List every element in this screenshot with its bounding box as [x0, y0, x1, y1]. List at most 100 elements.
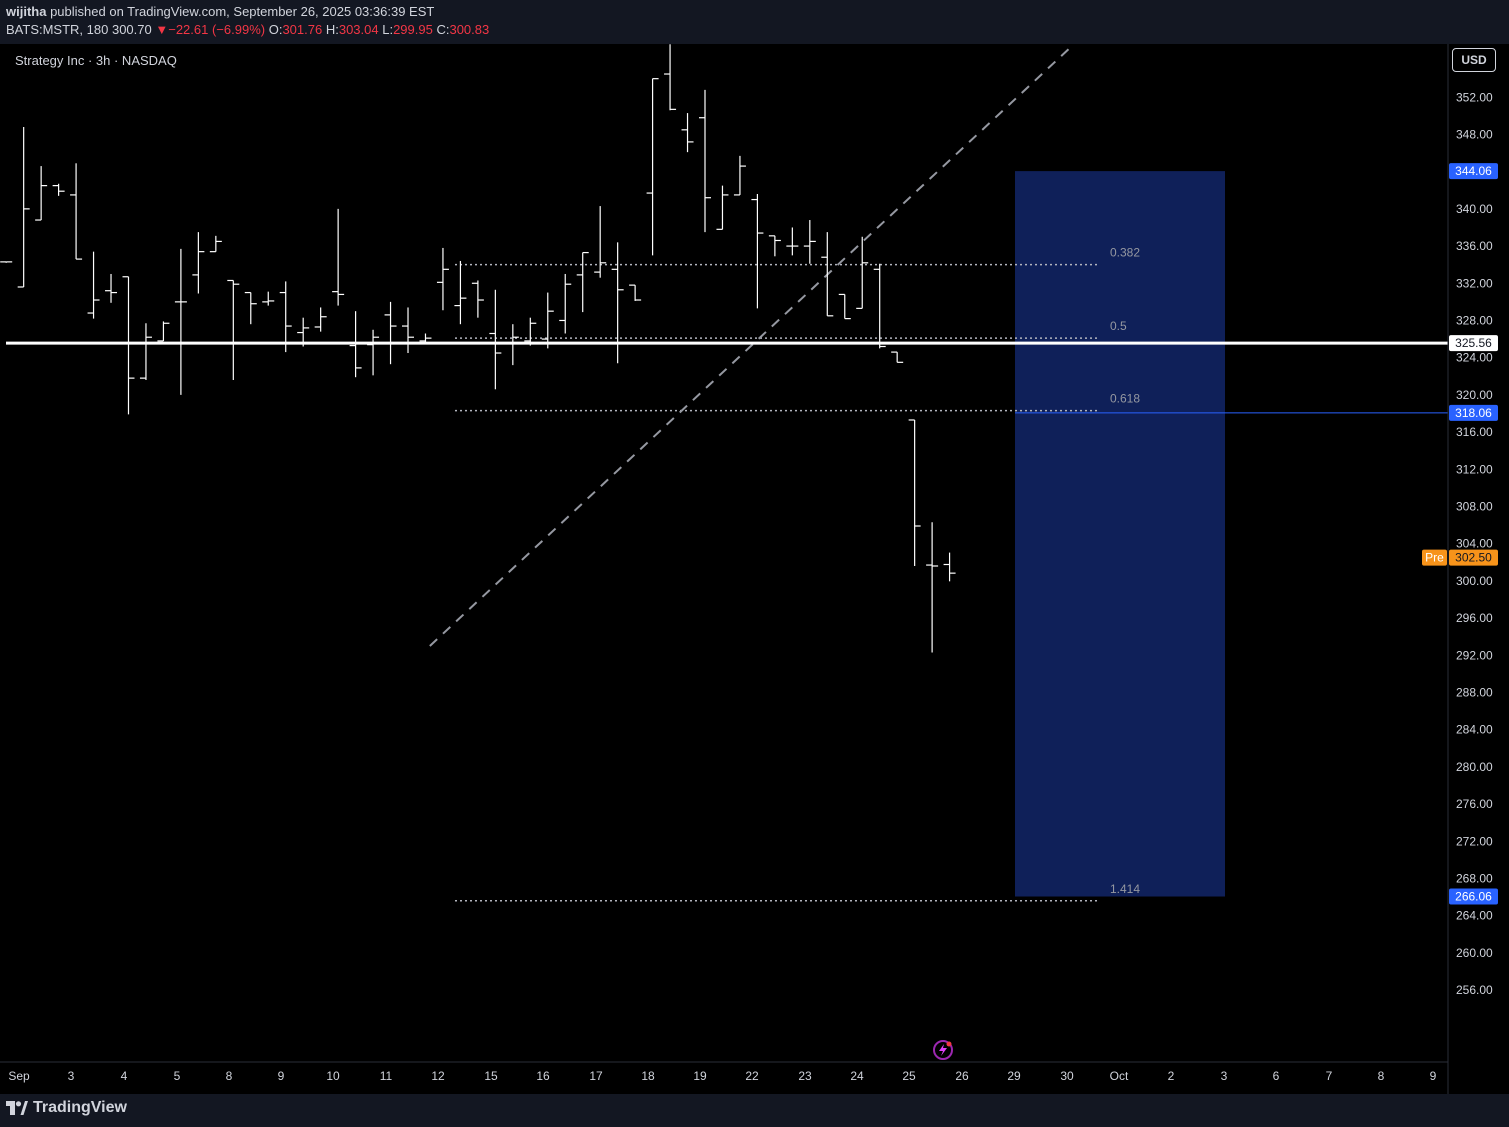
ohlc-bar[interactable]	[52, 183, 65, 196]
y-axis-tick-label: 288.00	[1456, 685, 1493, 699]
ohlc-bar[interactable]	[489, 289, 502, 390]
ohlc-bar[interactable]	[943, 552, 956, 582]
y-axis-tick-label: 348.00	[1456, 127, 1493, 141]
ohlc-bar[interactable]	[908, 419, 921, 566]
symbol-label: BATS:MSTR, 180	[6, 22, 109, 37]
ohlc-bar[interactable]	[856, 236, 869, 309]
ohlc-bar[interactable]	[192, 232, 205, 294]
currency-button[interactable]: USD	[1452, 48, 1496, 72]
ohlc-bar[interactable]	[332, 208, 345, 306]
y-axis-tick-label: 264.00	[1456, 909, 1493, 923]
ohlc-bar[interactable]	[786, 227, 799, 256]
ohlc-bar[interactable]	[454, 260, 467, 325]
box-bottom-price-label-bg	[1449, 888, 1498, 905]
last-price: 300.70	[111, 22, 152, 37]
ohlc-bar[interactable]	[209, 235, 222, 253]
ohlc-bar[interactable]	[227, 279, 240, 380]
ohlc-bar[interactable]	[646, 78, 659, 256]
x-axis-tick-label: 7	[1326, 1069, 1333, 1083]
y-axis-tick-label: 328.00	[1456, 313, 1493, 327]
ohlc-bar[interactable]	[559, 273, 572, 334]
ohlc-bar[interactable]	[471, 280, 484, 318]
ohlc-bar[interactable]	[436, 247, 449, 311]
x-axis-tick-label: Oct	[1110, 1069, 1129, 1083]
projection-box[interactable]	[1015, 171, 1225, 897]
ohlc-bar[interactable]	[384, 301, 397, 365]
ohlc-bar[interactable]	[35, 166, 48, 221]
premarket-price-label-bg	[1449, 549, 1498, 566]
ohlc-bar[interactable]	[157, 321, 170, 342]
x-axis-tick-label: 2	[1168, 1069, 1175, 1083]
ohlc-bar[interactable]	[733, 155, 746, 196]
y-axis-tick-label: 296.00	[1456, 611, 1493, 625]
y-axis-tick-label: 260.00	[1456, 946, 1493, 960]
ohlc-bar[interactable]	[0, 261, 13, 263]
ohlc-bar[interactable]	[105, 273, 118, 303]
ohlc-bar[interactable]	[17, 127, 30, 288]
x-axis-tick-label: 15	[484, 1069, 498, 1083]
open-value: 301.76	[282, 22, 323, 37]
ohlc-bar[interactable]	[629, 284, 642, 301]
ohlc-bar[interactable]	[174, 248, 187, 395]
lightning-idea-icon[interactable]	[933, 1040, 953, 1060]
ohlc-bar[interactable]	[716, 185, 729, 230]
x-axis-tick-label: 11	[380, 1069, 393, 1083]
ohlc-bar[interactable]	[926, 522, 939, 653]
ohlc-bar[interactable]	[768, 235, 781, 257]
tradingview-logo[interactable]: TradingView	[6, 1099, 127, 1117]
box-mid-price-label: 318.06	[1455, 406, 1492, 420]
ohlc-bar[interactable]	[699, 89, 711, 233]
ohlc-bar[interactable]	[402, 307, 415, 354]
ohlc-bar[interactable]	[314, 307, 327, 332]
y-axis-tick-label: 316.00	[1456, 425, 1493, 439]
ohlc-line: BATS:MSTR, 180 300.70 ▼−22.61 (−6.99%) O…	[6, 22, 489, 37]
x-axis-tick-label: 17	[589, 1069, 603, 1083]
ohlc-bar[interactable]	[681, 113, 694, 153]
tradingview-logo-icon	[6, 1101, 28, 1115]
ohlc-bar[interactable]	[891, 351, 904, 363]
close-value: 300.83	[449, 22, 490, 37]
ohlc-bar[interactable]	[594, 206, 607, 278]
ohlc-bar[interactable]	[873, 263, 886, 349]
ohlc-bar[interactable]	[244, 291, 257, 325]
ohlc-bar[interactable]	[541, 292, 554, 349]
premarket-badge-bg	[1422, 549, 1447, 566]
box-top-price-label-bg	[1449, 163, 1498, 180]
x-axis-tick-label: 26	[955, 1069, 969, 1083]
ohlc-bar[interactable]	[803, 220, 816, 264]
trend-line[interactable]	[429, 45, 1073, 647]
x-axis-tick-label: 18	[641, 1069, 655, 1083]
ohlc-bar[interactable]	[122, 276, 135, 415]
ohlc-bar[interactable]	[576, 251, 589, 313]
y-axis-tick-label: 272.00	[1456, 834, 1493, 848]
ohlc-bar[interactable]	[262, 291, 275, 306]
ohlc-bar[interactable]	[524, 317, 537, 346]
ohlc-bar[interactable]	[751, 193, 764, 309]
fib-level-label: 1.414	[1110, 882, 1140, 896]
high-label: H:	[325, 22, 339, 37]
y-axis-tick-label: 284.00	[1456, 723, 1493, 737]
ohlc-bar[interactable]	[87, 251, 100, 319]
ohlc-bar[interactable]	[279, 281, 292, 353]
ohlc-bar[interactable]	[838, 293, 851, 320]
close-label: C:	[436, 22, 450, 37]
x-axis-tick-label: 25	[902, 1069, 916, 1083]
x-axis-tick-label: 4	[121, 1069, 128, 1083]
ohlc-bar[interactable]	[821, 232, 834, 317]
logo-text: TradingView	[33, 1099, 127, 1116]
change-down-icon: ▼	[155, 22, 169, 37]
ohlc-bar[interactable]	[139, 323, 152, 380]
y-axis-tick-label: 332.00	[1456, 276, 1493, 290]
y-axis-tick-label: 268.00	[1456, 871, 1493, 885]
ohlc-bar[interactable]	[664, 44, 677, 111]
y-axis-tick-label: 340.00	[1456, 202, 1493, 216]
x-axis-tick-label: 23	[798, 1069, 812, 1083]
x-axis-tick-label: 5	[174, 1069, 181, 1083]
ohlc-bar[interactable]	[70, 163, 83, 260]
hline-price-label-bg	[1449, 335, 1498, 352]
published-text: published on TradingView.com, September …	[50, 4, 435, 19]
x-axis-tick-label: 3	[68, 1069, 75, 1083]
y-axis-tick-label: 320.00	[1456, 388, 1493, 402]
publisher-name[interactable]: wijitha	[6, 4, 47, 19]
